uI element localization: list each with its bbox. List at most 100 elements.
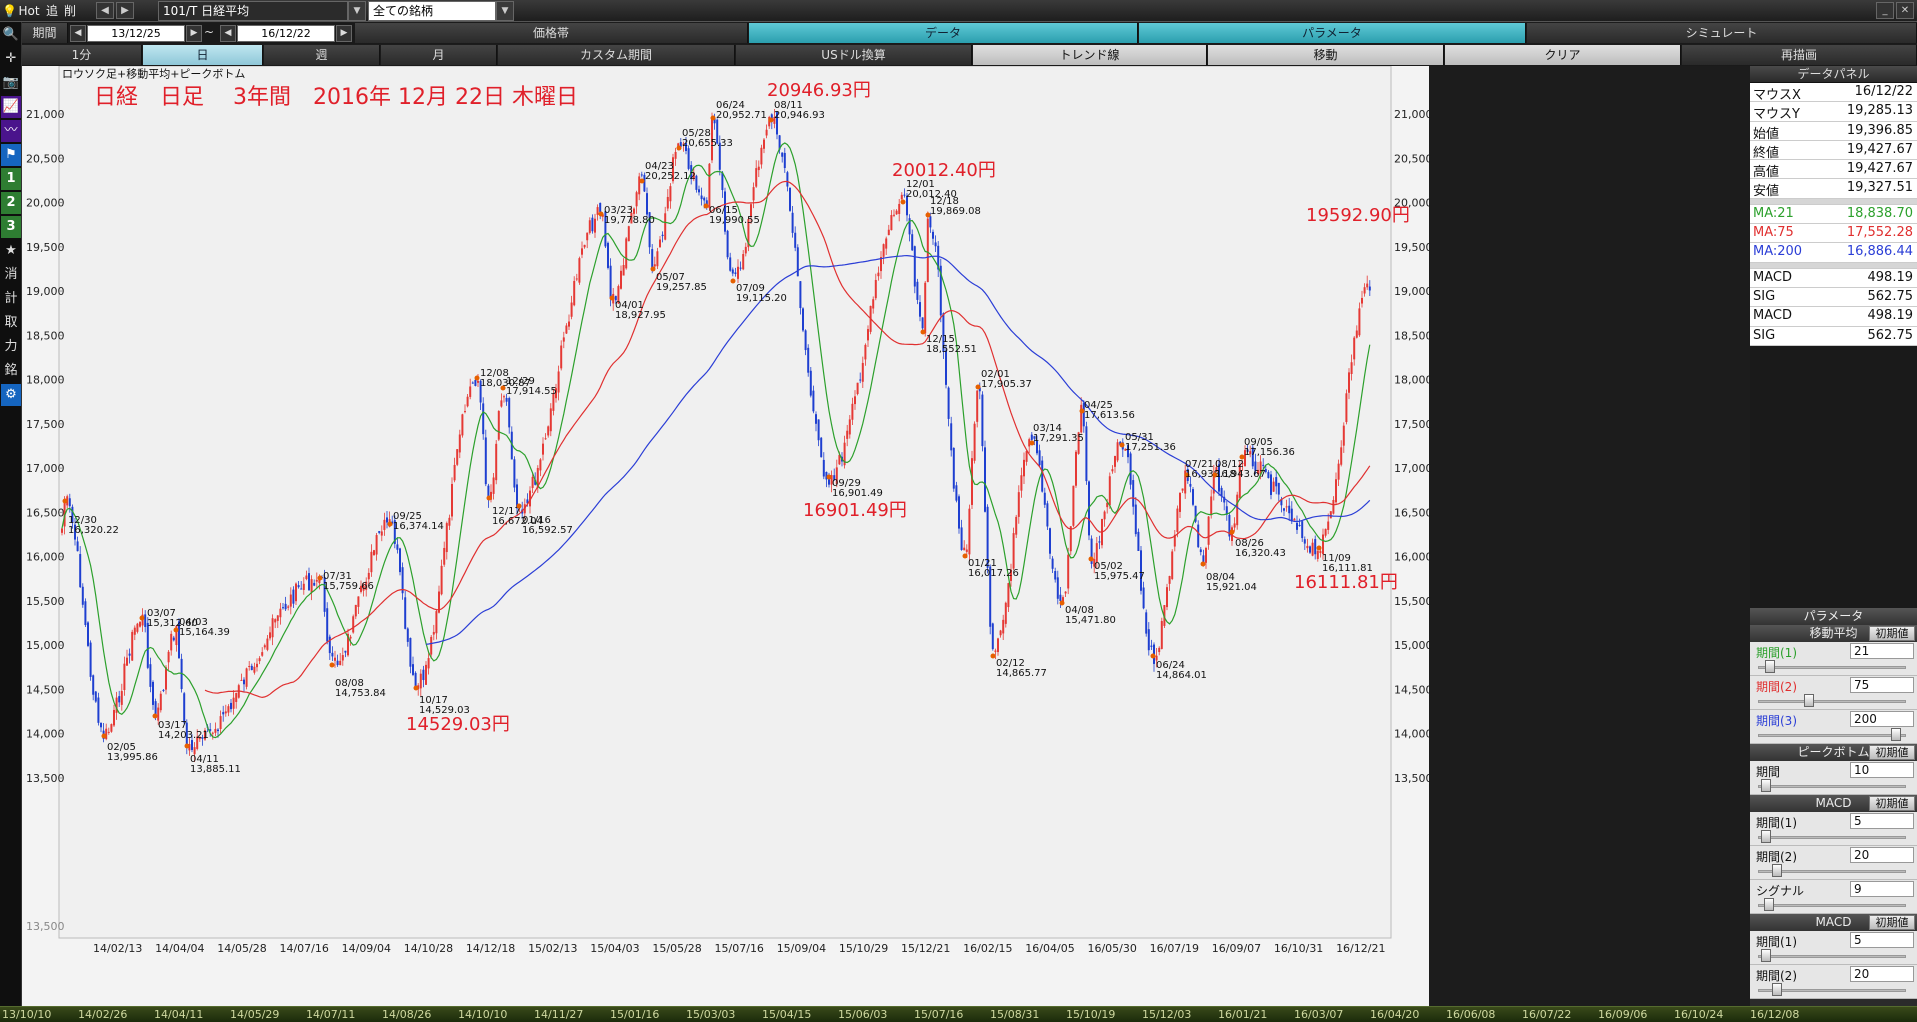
slider-knob[interactable] bbox=[1772, 864, 1782, 877]
param-input[interactable]: 10 bbox=[1850, 762, 1914, 778]
crosshair-icon[interactable]: ✛ bbox=[5, 51, 17, 66]
candle-body bbox=[640, 174, 643, 176]
slider-knob[interactable] bbox=[1763, 898, 1774, 911]
param-slider[interactable] bbox=[1758, 836, 1906, 839]
close-icon[interactable]: ✕ bbox=[1896, 2, 1914, 19]
timeline-scrollbar[interactable]: 13/10/10 14/02/26 14/04/11 14/05/29 14/07/11… bbox=[0, 1006, 1917, 1022]
peak-value-label: 15,471.80 bbox=[1065, 615, 1116, 626]
reset-button[interactable]: 初期値 bbox=[1869, 796, 1915, 811]
trendline-button[interactable]: トレンド線 bbox=[973, 45, 1207, 65]
toolbar-button[interactable]: 力 bbox=[4, 339, 18, 354]
date-from-prev-icon[interactable]: ◀ bbox=[70, 25, 86, 42]
candle-body bbox=[913, 246, 916, 287]
camera-icon[interactable]: 📷 bbox=[2, 75, 20, 90]
flag-icon[interactable]: ⚑ bbox=[1, 144, 21, 166]
param-slider[interactable] bbox=[1758, 870, 1906, 873]
param-input[interactable]: 9 bbox=[1850, 881, 1914, 897]
candle-body bbox=[874, 279, 877, 299]
reset-button[interactable]: 初期値 bbox=[1869, 915, 1915, 930]
chevron-down-icon[interactable]: ▼ bbox=[496, 1, 514, 21]
slider-knob[interactable] bbox=[1760, 949, 1771, 962]
minimize-icon[interactable]: _ bbox=[1876, 2, 1894, 19]
search-icon[interactable]: 🔍 bbox=[2, 27, 20, 42]
indicator-icon[interactable]: 〰 bbox=[1, 120, 21, 142]
move-button[interactable]: 移動 bbox=[1208, 45, 1444, 65]
param-slider[interactable] bbox=[1758, 955, 1906, 958]
toolbar-button[interactable]: 計 bbox=[4, 291, 18, 306]
line-chart-icon[interactable]: 📈 bbox=[1, 96, 21, 118]
param-input[interactable]: 5 bbox=[1850, 932, 1914, 948]
redraw-button[interactable]: 再描画 bbox=[1682, 45, 1917, 65]
menu-delete[interactable]: 削 bbox=[63, 4, 76, 18]
peak-date-label: 01/21 bbox=[968, 558, 997, 569]
reset-button[interactable]: 初期値 bbox=[1869, 745, 1915, 760]
toolbar-button[interactable]: 消 bbox=[4, 267, 18, 282]
reset-button[interactable]: 初期値 bbox=[1869, 626, 1915, 641]
param-row: 期間(3) 200 bbox=[1750, 710, 1917, 744]
candle-body bbox=[1056, 577, 1059, 599]
date-to-next-icon[interactable]: ▶ bbox=[336, 25, 352, 42]
toolbar-button[interactable]: 2 bbox=[1, 192, 21, 214]
param-slider[interactable] bbox=[1758, 734, 1906, 737]
param-slider[interactable] bbox=[1758, 666, 1906, 669]
candle-body bbox=[266, 638, 269, 650]
toolbar-button[interactable]: 1 bbox=[1, 168, 21, 190]
tf-custom-period[interactable]: カスタム期間 bbox=[498, 45, 735, 65]
tf-daily[interactable]: 日 bbox=[143, 45, 263, 65]
tf-weekly[interactable]: 週 bbox=[264, 45, 380, 65]
tab-price-band[interactable]: 価格帯 bbox=[355, 23, 748, 43]
price-chart[interactable]: 21,000 21,000 20,500 20,500 20,000 20,000 19,5… bbox=[22, 66, 1429, 1006]
toolbar-button[interactable]: ★ bbox=[5, 243, 17, 258]
param-input[interactable]: 20 bbox=[1850, 847, 1914, 863]
hot-button[interactable]: Hot bbox=[18, 4, 40, 18]
param-slider[interactable] bbox=[1758, 700, 1906, 703]
prev-symbol-icon[interactable]: ◀ bbox=[96, 2, 114, 19]
candle-body bbox=[648, 212, 651, 248]
date-to-prev-icon[interactable]: ◀ bbox=[220, 25, 236, 42]
param-input[interactable]: 21 bbox=[1850, 643, 1914, 659]
candle-body bbox=[549, 408, 552, 432]
tf-monthly[interactable]: 月 bbox=[381, 45, 497, 65]
toolbar-button[interactable]: 取 bbox=[4, 315, 18, 330]
param-input[interactable]: 20 bbox=[1850, 966, 1914, 982]
chart-svg[interactable]: 21,000 21,000 20,500 20,500 20,000 20,000 19,5… bbox=[22, 66, 1429, 1006]
candle-body bbox=[162, 689, 165, 691]
date-to-field[interactable]: 16/12/22 bbox=[237, 25, 335, 42]
tab-parameter[interactable]: パラメータ bbox=[1139, 23, 1526, 43]
slider-knob[interactable] bbox=[1760, 779, 1771, 792]
tab-simulate[interactable]: シミュレート bbox=[1527, 23, 1917, 43]
slider-knob[interactable] bbox=[1760, 830, 1771, 843]
candle-body bbox=[760, 147, 763, 165]
slider-knob[interactable] bbox=[1765, 660, 1775, 673]
slider-knob[interactable] bbox=[1804, 694, 1815, 707]
candle-body bbox=[544, 438, 547, 440]
toolbar-button[interactable]: 銘 bbox=[4, 363, 18, 378]
date-from-field[interactable]: 13/12/25 bbox=[87, 25, 185, 42]
param-input[interactable]: 5 bbox=[1850, 813, 1914, 829]
param-slider[interactable] bbox=[1758, 785, 1906, 788]
toolbar-button[interactable]: 3 bbox=[1, 216, 21, 238]
usd-convert-button[interactable]: USドル換算 bbox=[736, 45, 972, 65]
candle-body bbox=[149, 664, 152, 687]
menu-add[interactable]: 追 bbox=[45, 4, 58, 18]
candle-body bbox=[986, 506, 989, 568]
slider-knob[interactable] bbox=[1891, 728, 1901, 741]
clear-button[interactable]: クリア bbox=[1445, 45, 1681, 65]
param-slider[interactable] bbox=[1758, 904, 1906, 907]
tf-1min[interactable]: 1分 bbox=[22, 45, 142, 65]
symbol-select[interactable]: 101/T 日経平均 bbox=[158, 1, 348, 21]
chevron-down-icon[interactable]: ▼ bbox=[348, 1, 366, 21]
candle-body bbox=[1171, 551, 1174, 579]
param-slider[interactable] bbox=[1758, 989, 1906, 992]
param-label: 期間(1) bbox=[1756, 816, 1797, 830]
peak-marker bbox=[975, 384, 981, 390]
param-input[interactable]: 75 bbox=[1850, 677, 1914, 693]
tab-data[interactable]: データ bbox=[749, 23, 1138, 43]
bulb-icon[interactable]: 💡 bbox=[2, 4, 17, 18]
next-symbol-icon[interactable]: ▶ bbox=[116, 2, 134, 19]
stock-filter-select[interactable]: 全ての銘柄 bbox=[368, 1, 496, 21]
date-from-next-icon[interactable]: ▶ bbox=[186, 25, 202, 42]
slider-knob[interactable] bbox=[1772, 983, 1782, 996]
gear-icon[interactable]: ⚙ bbox=[1, 384, 21, 406]
param-input[interactable]: 200 bbox=[1850, 711, 1914, 727]
